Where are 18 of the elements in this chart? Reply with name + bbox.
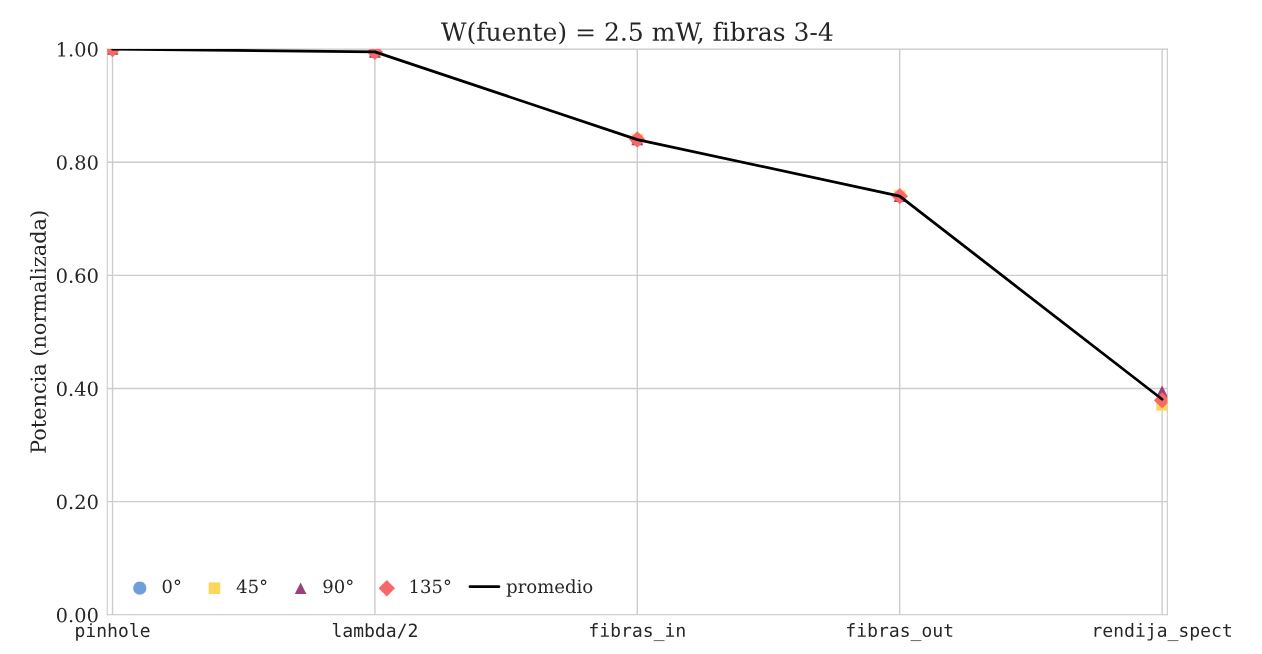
y-tick-label: 0.80 — [56, 155, 98, 170]
legend-label: 135° — [410, 579, 451, 594]
x-tick-label: rendija_spect — [1094, 623, 1231, 642]
legend-label: 0° — [162, 579, 181, 594]
y-tick-label: 0.40 — [56, 381, 98, 397]
y-tick-label: 1.00 — [58, 42, 98, 57]
y-tick-label: 0.60 — [56, 268, 98, 283]
x-tick-label: lambda/2 — [332, 623, 417, 639]
chart-title: W(fuente) = 2.5 mW, fibras 3-4 — [440, 21, 833, 45]
legend-label: 45° — [236, 579, 267, 594]
x-tick-label: fibras_in — [590, 623, 685, 642]
y-tick-label: 0.00 — [56, 607, 98, 623]
y-tick-label: 0.20 — [56, 494, 98, 510]
x-tick-label: fibras_out — [847, 623, 953, 642]
legend-label: 90° — [323, 579, 353, 594]
legend-label: promedio — [506, 579, 593, 597]
y-axis-title: Potencia (normalizada) — [29, 211, 49, 453]
x-tick-label: pinhole — [76, 623, 150, 641]
